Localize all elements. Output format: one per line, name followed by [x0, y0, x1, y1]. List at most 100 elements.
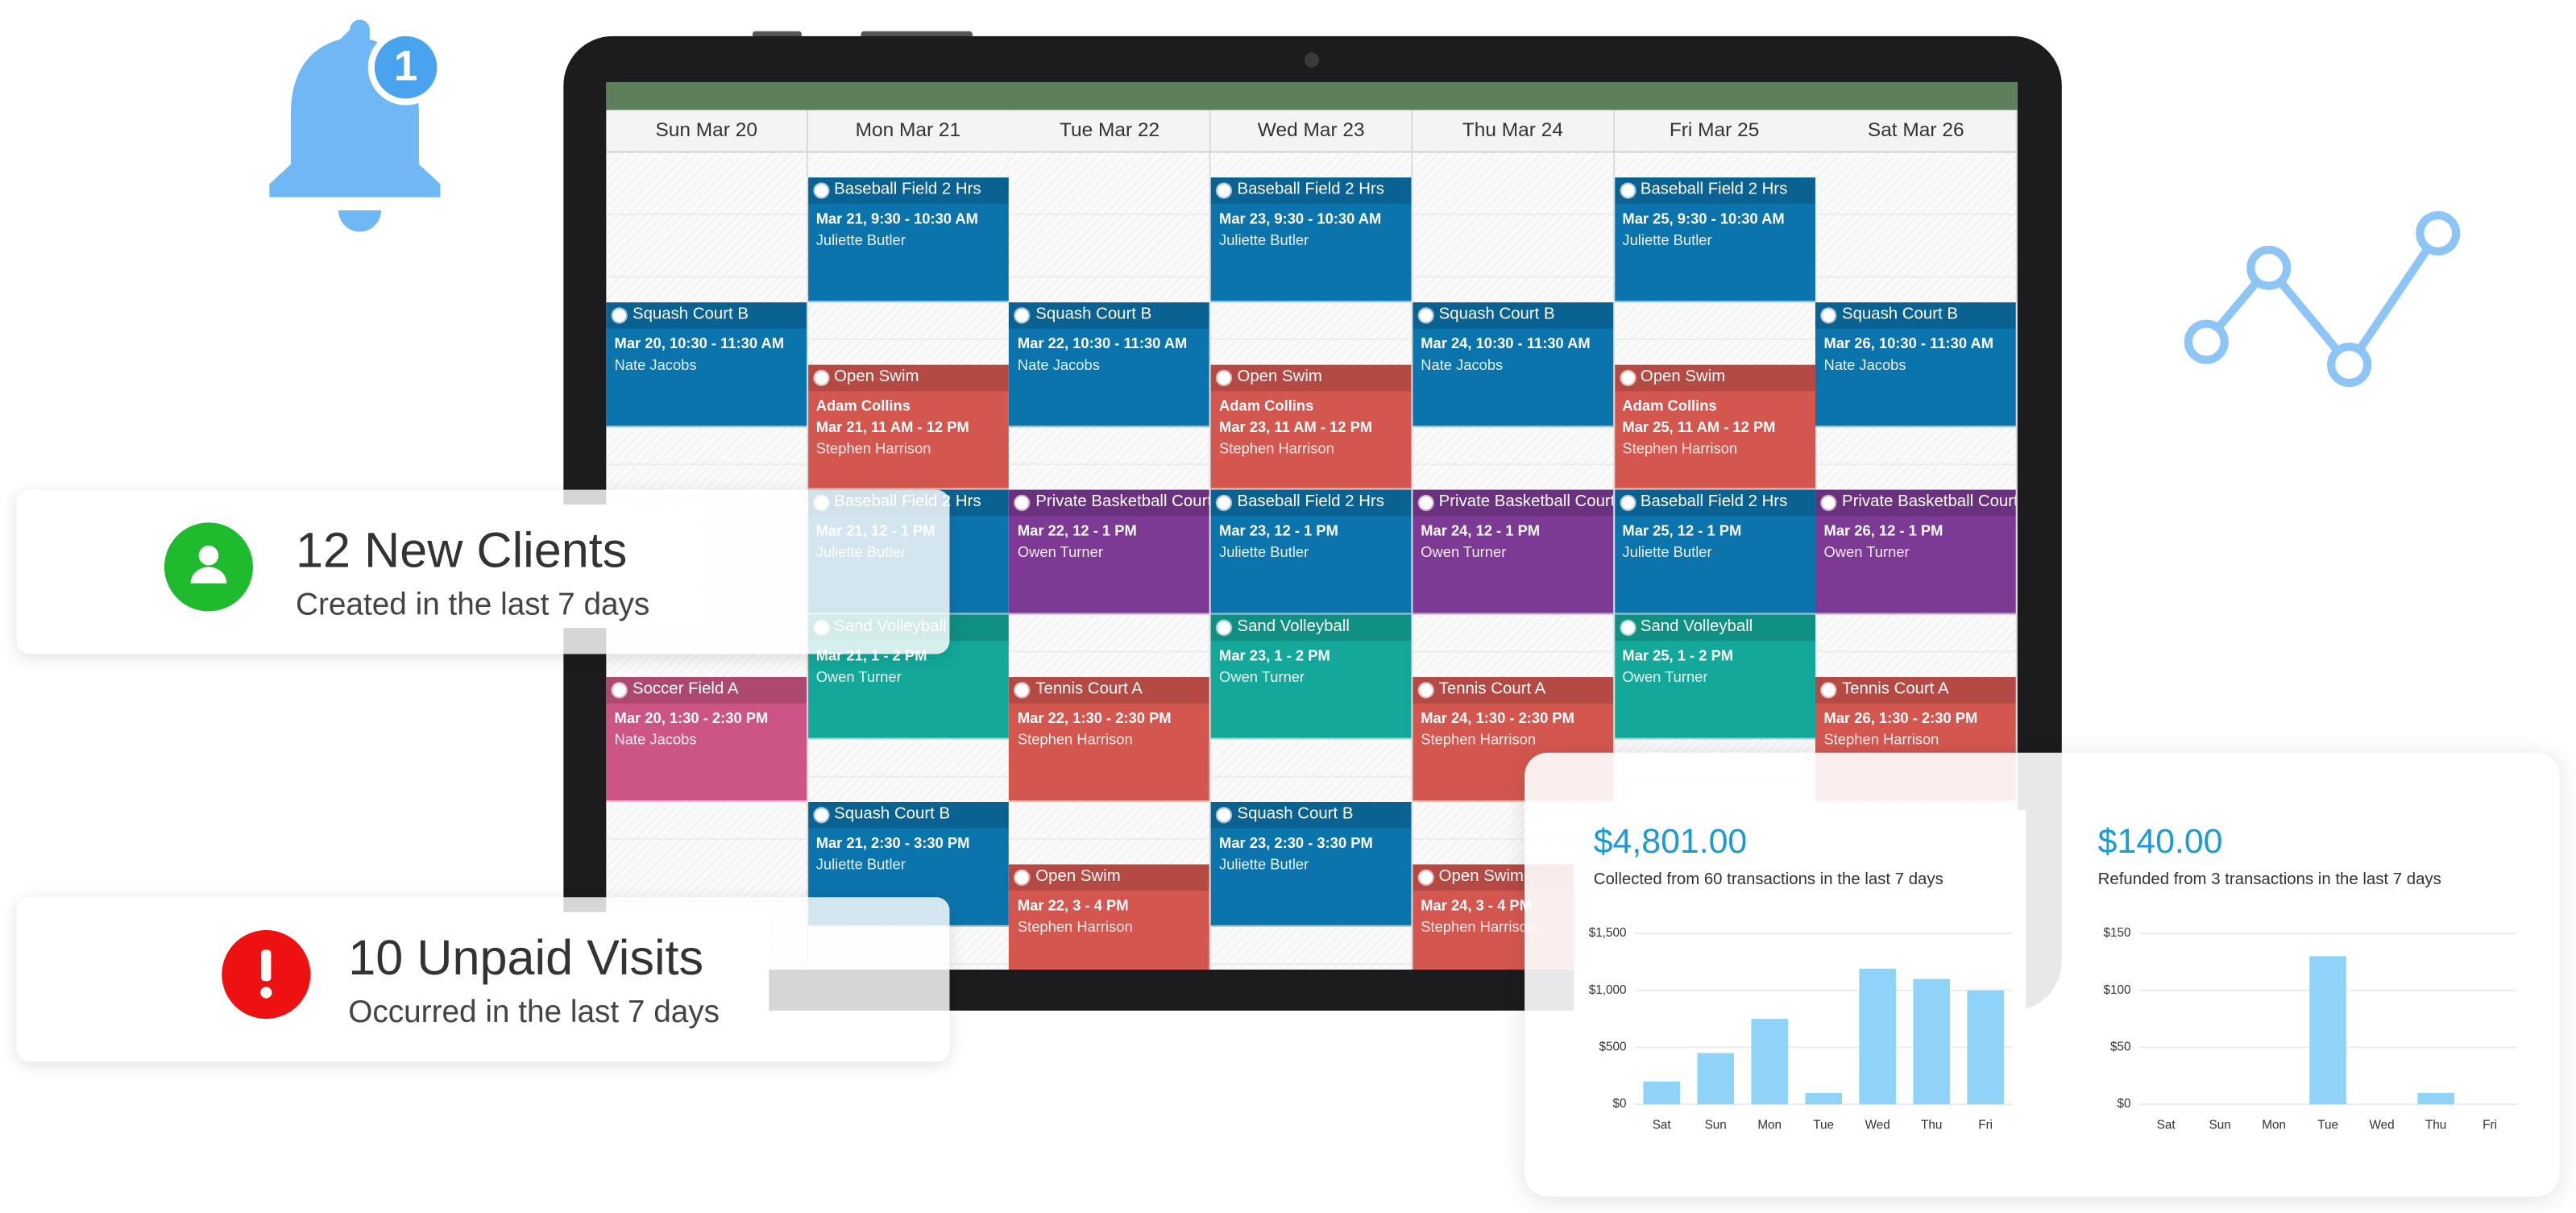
day-header: Thu Mar 24: [1412, 110, 1615, 153]
event[interactable]: Squash Court B Mar 23, 2:30 - 3:30 PM Juli…: [1210, 801, 1412, 927]
event-body: Mar 23, 1 - 2 PM Owen Turner: [1211, 641, 1412, 688]
stat-card: 10 Unpaid Visits Occurred in the last 7 d…: [16, 897, 950, 1062]
x-tick-label: Sat: [1653, 1119, 1672, 1132]
event-title: Squash Court B: [1815, 302, 2017, 329]
event-body: Mar 22, 10:30 - 11:30 AM Nate Jacobs: [1010, 329, 1210, 376]
x-tick-label: Tue: [1813, 1119, 1834, 1132]
event[interactable]: Private Basketball Court Mar 22, 12 - 1 P…: [1009, 489, 1210, 615]
event[interactable]: Baseball Field 2 Hrs Mar 23, 9:30 - 10:30…: [1210, 177, 1412, 303]
device-button: [861, 31, 973, 38]
x-tick-label: Mon: [2262, 1119, 2286, 1132]
event-line: Mar 22, 1:30 - 2:30 PM: [1017, 709, 1172, 727]
gear-icon: [1217, 371, 1231, 385]
event-title: Private Basketball Court: [1412, 489, 1613, 517]
event-line: Owen Turner: [1823, 543, 1910, 561]
event[interactable]: Squash Court B Mar 22, 10:30 - 11:30 AM Na…: [1009, 302, 1210, 428]
event[interactable]: Private Basketball Court Mar 26, 12 - 1 P…: [1815, 489, 2017, 615]
day-header: Sat Mar 26: [1815, 110, 2018, 153]
gear-icon: [814, 371, 828, 385]
event-line: Nate Jacobs: [1823, 356, 1906, 373]
bar: [2309, 956, 2346, 1105]
event[interactable]: Open Swim Adam Collins Mar 25, 11 AM - 12 …: [1614, 364, 1815, 490]
event[interactable]: Squash Court B Mar 26, 10:30 - 11:30 AM Na…: [1815, 302, 2017, 428]
event-line: Adam Collins: [1219, 397, 1314, 414]
gear-icon: [1015, 309, 1030, 322]
bell-clapper: [338, 210, 382, 232]
stat-icon: [222, 930, 311, 1020]
event[interactable]: Open Swim Adam Collins Mar 23, 11 AM - 12 …: [1210, 364, 1412, 490]
gear-icon: [1217, 808, 1231, 822]
caption: Refunded from 3 transactions in the last…: [2097, 870, 2441, 890]
event[interactable]: Squash Court B Mar 20, 10:30 - 11:30 AM Na…: [606, 302, 807, 428]
event-line: Mar 24, 3 - 4 PM: [1421, 897, 1532, 914]
event-line: Mar 26, 1:30 - 2:30 PM: [1823, 709, 1978, 727]
event-line: Owen Turner: [1622, 668, 1708, 686]
caption: Collected from 60 transactions in the la…: [1593, 870, 1943, 890]
gear-icon: [814, 184, 828, 197]
event[interactable]: Sand Volleyball Mar 25, 1 - 2 PM Owen Turn…: [1614, 614, 1815, 740]
revenue-card: $4,801.00 Collected from 60 transactions …: [1524, 752, 2560, 1197]
event-body: Mar 23, 9:30 - 10:30 AM Juliette Butler: [1211, 204, 1412, 251]
event[interactable]: Open Swim Mar 22, 3 - 4 PM Stephen Harriso…: [1009, 864, 1210, 970]
icon-dot: [260, 987, 272, 999]
event[interactable]: Tennis Court A Mar 24, 1:30 - 2:30 PM Step…: [1412, 677, 1613, 802]
bar-chart: $0 $50 $100 $150 Sat Sun Mon Tue Wed Thu Fri: [2103, 926, 2517, 1132]
x-tick-label: Sun: [2209, 1119, 2231, 1132]
event-line: Mar 23, 11 AM - 12 PM: [1219, 418, 1373, 436]
event-line: Mar 24, 12 - 1 PM: [1421, 522, 1541, 539]
event-line: Mar 23, 2:30 - 3:30 PM: [1219, 834, 1373, 852]
event-line: Adam Collins: [1622, 397, 1717, 414]
event-body: Mar 22, 3 - 4 PM Stephen Harrison: [1010, 891, 1210, 938]
event-title: Squash Court B: [1412, 302, 1613, 329]
event-title: Open Swim: [1614, 364, 1815, 392]
gear-icon: [1620, 496, 1634, 510]
event[interactable]: Tennis Court A Mar 22, 1:30 - 2:30 PM Step…: [1009, 677, 1210, 802]
event-body: Mar 26, 12 - 1 PM Owen Turner: [1815, 516, 2016, 563]
gear-icon: [1419, 683, 1433, 697]
bar: [1913, 978, 1950, 1105]
event[interactable]: Private Basketball Court Mar 24, 12 - 1 P…: [1412, 489, 1613, 615]
event-line: Mar 22, 3 - 4 PM: [1017, 897, 1129, 914]
event-line: Juliette Butler: [1219, 231, 1309, 248]
event-body: Mar 25, 12 - 1 PM Juliette Butler: [1614, 516, 1815, 563]
event-line: Stephen Harrison: [815, 440, 931, 457]
event-body: Adam Collins Mar 23, 11 AM - 12 PM Stephen…: [1211, 391, 1412, 460]
y-tick-label: $0: [1613, 1097, 1627, 1111]
badge-count: 1: [394, 43, 417, 90]
event[interactable]: Sand Volleyball Mar 23, 1 - 2 PM Owen Turn…: [1210, 614, 1412, 740]
x-tick-label: Mon: [1757, 1119, 1782, 1132]
event-line: Mar 26, 12 - 1 PM: [1823, 522, 1943, 539]
event[interactable]: Baseball Field 2 Hrs Mar 21, 9:30 - 10:30…: [807, 177, 1009, 303]
event-line: Nate Jacobs: [614, 731, 697, 748]
event-body: Mar 20, 10:30 - 11:30 AM Nate Jacobs: [606, 329, 807, 376]
event[interactable]: Squash Court B Mar 24, 10:30 - 11:30 AM Na…: [1412, 302, 1613, 428]
gear-icon: [1822, 683, 1836, 697]
event-title: Tennis Court A: [1815, 677, 2017, 704]
gear-icon: [1822, 496, 1836, 510]
event-line: Mar 26, 10:30 - 11:30 AM: [1823, 334, 1994, 352]
event-title: Baseball Field 2 Hrs: [1614, 177, 1815, 204]
trend-icon: [2184, 210, 2461, 388]
event[interactable]: Soccer Field A Mar 20, 1:30 - 2:30 PM Nate…: [606, 677, 807, 802]
event-line: Juliette Butler: [1622, 231, 1712, 248]
event[interactable]: Baseball Field 2 Hrs Mar 25, 9:30 - 10:30…: [1614, 177, 1815, 303]
event-line: Juliette Butler: [815, 231, 906, 248]
event-line: Mar 25, 12 - 1 PM: [1622, 522, 1742, 539]
event[interactable]: Open Swim Adam Collins Mar 21, 11 AM - 12 …: [807, 364, 1009, 490]
device-button: [752, 31, 802, 38]
event-line: Owen Turner: [1421, 543, 1507, 561]
event[interactable]: Squash Court B Mar 21, 2:30 - 3:30 PM Juli…: [807, 801, 1009, 927]
event-body: Mar 21, 2:30 - 3:30 PM Juliette Butler: [808, 829, 1009, 876]
event-title: Squash Court B: [1009, 302, 1210, 329]
stat-icon: [164, 522, 253, 612]
event[interactable]: Baseball Field 2 Hrs Mar 23, 12 - 1 PM Jul…: [1210, 489, 1412, 615]
bar: [1805, 1093, 1842, 1105]
gear-icon: [1419, 870, 1433, 884]
x-tick-label: Thu: [2425, 1119, 2446, 1132]
day-header: Wed Mar 23: [1210, 110, 1413, 153]
event-title: Squash Court B: [606, 302, 807, 329]
y-tick-label: $1,500: [1589, 926, 1627, 940]
y-tick-label: $500: [1599, 1040, 1627, 1053]
event-body: Mar 20, 1:30 - 2:30 PM Nate Jacobs: [606, 704, 807, 751]
event[interactable]: Baseball Field 2 Hrs Mar 25, 12 - 1 PM Jul…: [1614, 489, 1815, 615]
